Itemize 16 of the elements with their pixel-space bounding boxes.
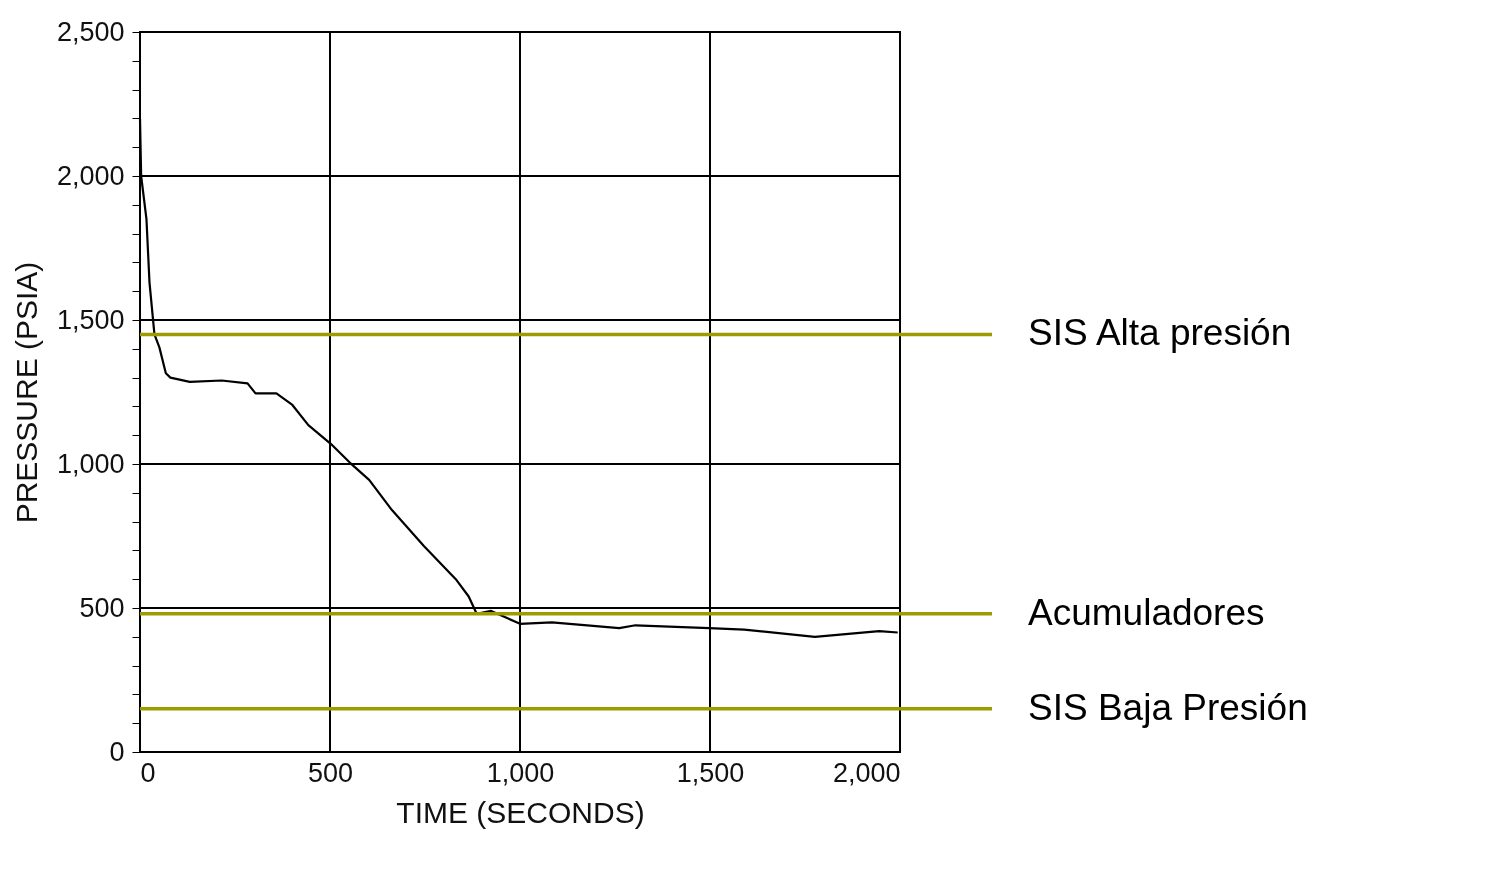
x-tick-label: 1,500	[676, 757, 745, 788]
x-tick-label: 2,000	[832, 757, 901, 788]
x-axis-title: TIME (SECONDS)	[396, 795, 645, 829]
ref-line-label: SIS Baja Presión	[1028, 686, 1308, 728]
y-axis-title: PRESSURE (PSIA)	[9, 261, 43, 524]
y-tick-label: 0	[109, 736, 125, 767]
x-tick-label: 0	[140, 757, 156, 788]
x-tick-label: 1,000	[486, 757, 555, 788]
y-tick-label: 1,500	[56, 304, 125, 335]
y-tick-label: 2,500	[56, 16, 125, 47]
y-tick-label: 2,000	[56, 160, 125, 191]
ref-line-label: SIS Alta presión	[1028, 312, 1292, 354]
ref-line-label: Acumuladores	[1028, 591, 1265, 633]
y-tick-label: 1,000	[56, 448, 125, 479]
y-tick-label: 500	[79, 592, 125, 623]
x-tick-label: 500	[307, 757, 354, 788]
